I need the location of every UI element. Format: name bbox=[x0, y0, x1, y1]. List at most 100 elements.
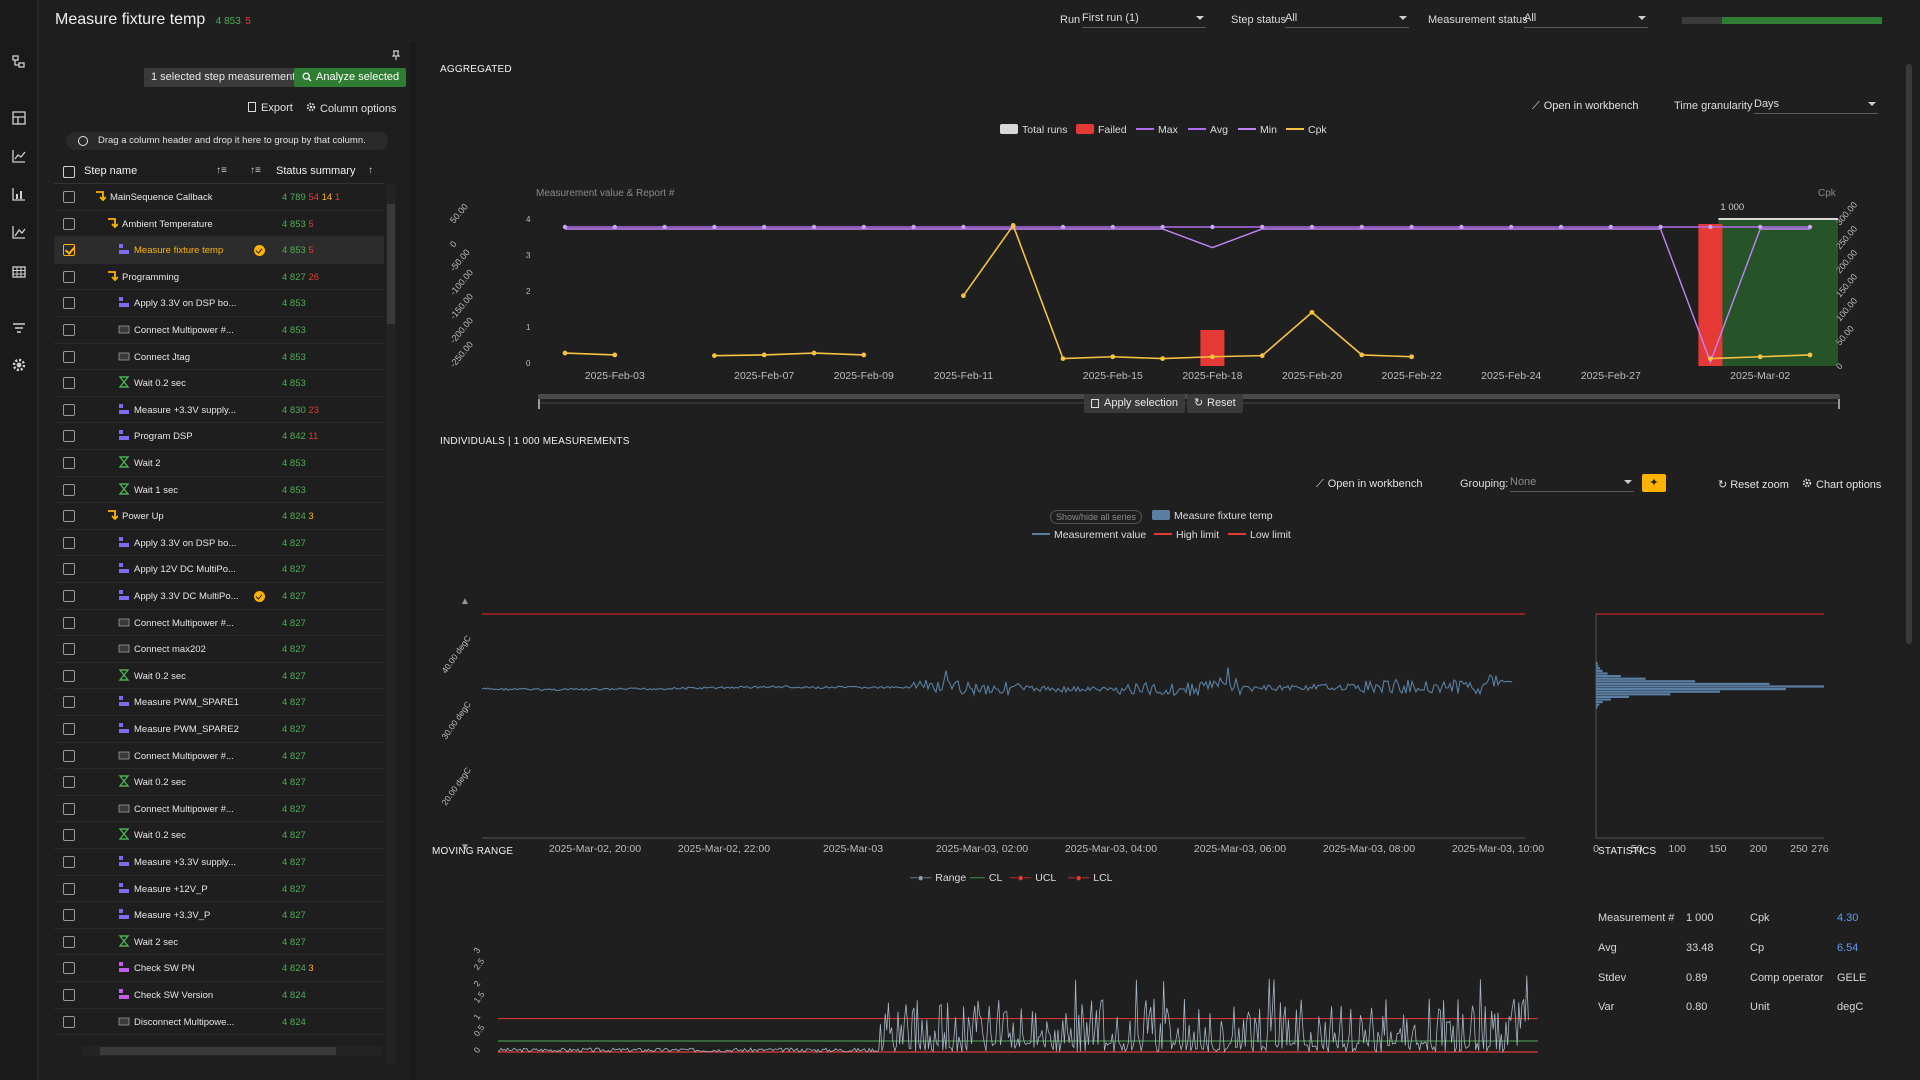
table-row[interactable]: Wait 0.2 sec 4 827 bbox=[54, 663, 384, 690]
table-row[interactable]: Measure PWM_SPARE2 4 827 bbox=[54, 716, 384, 743]
table-row[interactable]: Connect max202 4 827 bbox=[54, 636, 384, 663]
main-scrollbar[interactable] bbox=[1904, 54, 1914, 674]
row-checkbox[interactable] bbox=[63, 882, 75, 895]
time-granularity-select[interactable]: Days bbox=[1754, 98, 1878, 114]
vertical-scrollbar[interactable] bbox=[386, 184, 396, 1064]
row-checkbox[interactable] bbox=[63, 616, 75, 629]
row-checkbox[interactable] bbox=[63, 723, 75, 735]
row-checkbox[interactable] bbox=[63, 563, 75, 576]
column-step-name[interactable]: Step name bbox=[84, 165, 138, 177]
select-all-checkbox[interactable] bbox=[63, 166, 75, 178]
row-checkbox[interactable] bbox=[63, 324, 75, 336]
legend-lcl[interactable]: ─●─ LCL bbox=[1068, 872, 1113, 884]
table-row[interactable]: Connect Multipower #... 4 827 bbox=[54, 743, 384, 770]
table-row[interactable]: Wait 0.2 sec 4 827 bbox=[54, 769, 384, 796]
gear-icon[interactable] bbox=[11, 357, 27, 373]
table-row[interactable]: Apply 3.3V on DSP bo... 4 853 bbox=[54, 290, 384, 317]
selected-measurement-button[interactable]: 1 selected step measurement bbox=[144, 68, 303, 87]
analyze-selected-button[interactable]: Analyze selected bbox=[294, 68, 407, 87]
row-checkbox[interactable] bbox=[63, 935, 75, 948]
row-checkbox[interactable] bbox=[63, 749, 75, 762]
row-checkbox[interactable] bbox=[63, 297, 75, 310]
table-row[interactable]: Disconnect Multipowe... 4 824 bbox=[54, 1009, 384, 1036]
sort-icon[interactable]: ↑ bbox=[368, 165, 373, 176]
row-checkbox[interactable] bbox=[63, 590, 75, 602]
scrollbar-thumb[interactable] bbox=[1906, 64, 1912, 644]
bar-chart-icon[interactable] bbox=[11, 186, 27, 202]
legend-max[interactable]: Max bbox=[1136, 124, 1178, 136]
row-checkbox[interactable] bbox=[63, 989, 75, 1001]
reset-button[interactable]: ↻ Reset bbox=[1187, 394, 1243, 413]
row-checkbox[interactable] bbox=[63, 856, 75, 868]
row-checkbox[interactable] bbox=[63, 802, 75, 815]
table-row[interactable]: Program DSP 4 842 11 bbox=[54, 423, 384, 450]
trend-chart-icon[interactable] bbox=[11, 224, 27, 240]
row-checkbox[interactable] bbox=[63, 962, 75, 975]
legend-min[interactable]: Min bbox=[1238, 124, 1277, 136]
table-row[interactable]: Check SW Version 4 824 bbox=[54, 982, 384, 1009]
table-row[interactable]: Ambient Temperature 4 853 5 bbox=[54, 211, 384, 238]
row-checkbox[interactable] bbox=[63, 536, 75, 549]
sort-filter-icon[interactable]: ↑≡ bbox=[250, 165, 261, 176]
table-row[interactable]: Apply 12V DC MultiPo... 4 827 bbox=[54, 556, 384, 583]
panel-divider[interactable] bbox=[410, 42, 416, 1080]
legend-low-limit[interactable]: Low limit bbox=[1228, 529, 1291, 541]
table-row[interactable]: Wait 0.2 sec 4 853 bbox=[54, 370, 384, 397]
table-row[interactable]: Measure +3.3V supply... 4 827 bbox=[54, 849, 384, 876]
legend-high-limit[interactable]: High limit bbox=[1154, 529, 1219, 541]
table-row[interactable]: Measure +12V_P 4 827 bbox=[54, 876, 384, 903]
table-row[interactable]: Connect Multipower #... 4 853 bbox=[54, 317, 384, 344]
pin-icon[interactable] bbox=[391, 50, 401, 60]
row-checkbox[interactable] bbox=[63, 909, 75, 922]
table-row[interactable]: MainSequence Callback 4 789 54 14 1 bbox=[54, 184, 384, 211]
filter-icon[interactable] bbox=[11, 320, 27, 336]
legend-ucl[interactable]: ─●─ UCL bbox=[1010, 872, 1056, 884]
row-checkbox[interactable] bbox=[63, 1015, 75, 1028]
apply-selection-button[interactable]: Apply selection bbox=[1084, 394, 1185, 413]
show-hide-series-button[interactable]: Show/hide all series bbox=[1050, 510, 1143, 524]
row-checkbox[interactable] bbox=[63, 350, 75, 363]
row-checkbox[interactable] bbox=[63, 643, 75, 656]
moving-range-chart[interactable]: 32.5 21.5 10.5 0 bbox=[420, 892, 1560, 1072]
measurement-status-select[interactable]: All bbox=[1524, 12, 1648, 28]
aggregated-chart[interactable]: Measurement value & Report # Cpk50.000-50… bbox=[420, 140, 1920, 420]
open-workbench-button-individuals[interactable]: ⟋ Open in workbench bbox=[1316, 478, 1422, 491]
table-row[interactable]: Apply 3.3V on DSP bo... 4 827 bbox=[54, 530, 384, 557]
legend-series[interactable]: Measure fixture temp bbox=[1152, 510, 1273, 522]
reset-zoom-button[interactable]: ↻ Reset zoom bbox=[1718, 478, 1789, 491]
individuals-chart[interactable]: ▲ ▼ 40.00 degC 30.00 degC 20.00 degC 2025-Mar… bbox=[420, 544, 1920, 864]
row-checkbox[interactable] bbox=[63, 776, 75, 789]
table-icon[interactable] bbox=[11, 264, 27, 280]
legend-avg[interactable]: Avg bbox=[1188, 124, 1228, 136]
table-row[interactable]: Wait 2 sec 4 827 bbox=[54, 929, 384, 956]
row-checkbox[interactable] bbox=[63, 510, 75, 523]
table-row[interactable]: Wait 1 sec 4 853 bbox=[54, 477, 384, 504]
table-row[interactable]: Connect Multipower #... 4 827 bbox=[54, 796, 384, 823]
group-by-hint[interactable]: Drag a column header and drop it here to… bbox=[66, 132, 388, 150]
row-checkbox[interactable] bbox=[63, 270, 75, 283]
scrollbar-thumb[interactable] bbox=[100, 1047, 336, 1055]
table-row[interactable]: Connect Multipower #... 4 827 bbox=[54, 610, 384, 637]
grouping-select[interactable]: None bbox=[1510, 476, 1634, 492]
dashboard-icon[interactable] bbox=[11, 110, 27, 126]
row-checkbox[interactable] bbox=[63, 483, 75, 496]
row-checkbox[interactable] bbox=[63, 669, 75, 682]
chart-options-button[interactable]: Chart options bbox=[1802, 478, 1881, 491]
row-checkbox[interactable] bbox=[63, 191, 75, 203]
open-workbench-button[interactable]: ⟋ Open in workbench bbox=[1532, 100, 1638, 113]
scrollbar-thumb[interactable] bbox=[387, 204, 395, 324]
column-status-summary[interactable]: Status summary bbox=[276, 165, 356, 177]
run-select[interactable]: First run (1) bbox=[1082, 12, 1206, 28]
magic-wand-button[interactable]: ✦ bbox=[1642, 474, 1666, 492]
row-checkbox[interactable] bbox=[63, 457, 75, 469]
row-checkbox[interactable] bbox=[63, 217, 75, 230]
sort-filter-icon[interactable]: ↑≡ bbox=[216, 165, 227, 176]
table-row[interactable]: Programming 4 827 26 bbox=[54, 264, 384, 291]
table-row[interactable]: Measure +3.3V supply... 4 830 23 bbox=[54, 397, 384, 424]
row-checkbox[interactable] bbox=[63, 430, 75, 443]
table-row[interactable]: Power Up 4 824 3 bbox=[54, 503, 384, 530]
legend-measurement-value[interactable]: Measurement value bbox=[1032, 529, 1146, 541]
line-chart-icon[interactable] bbox=[11, 148, 27, 164]
table-row[interactable]: Connect Jtag 4 853 bbox=[54, 344, 384, 371]
row-checkbox[interactable] bbox=[63, 377, 75, 390]
